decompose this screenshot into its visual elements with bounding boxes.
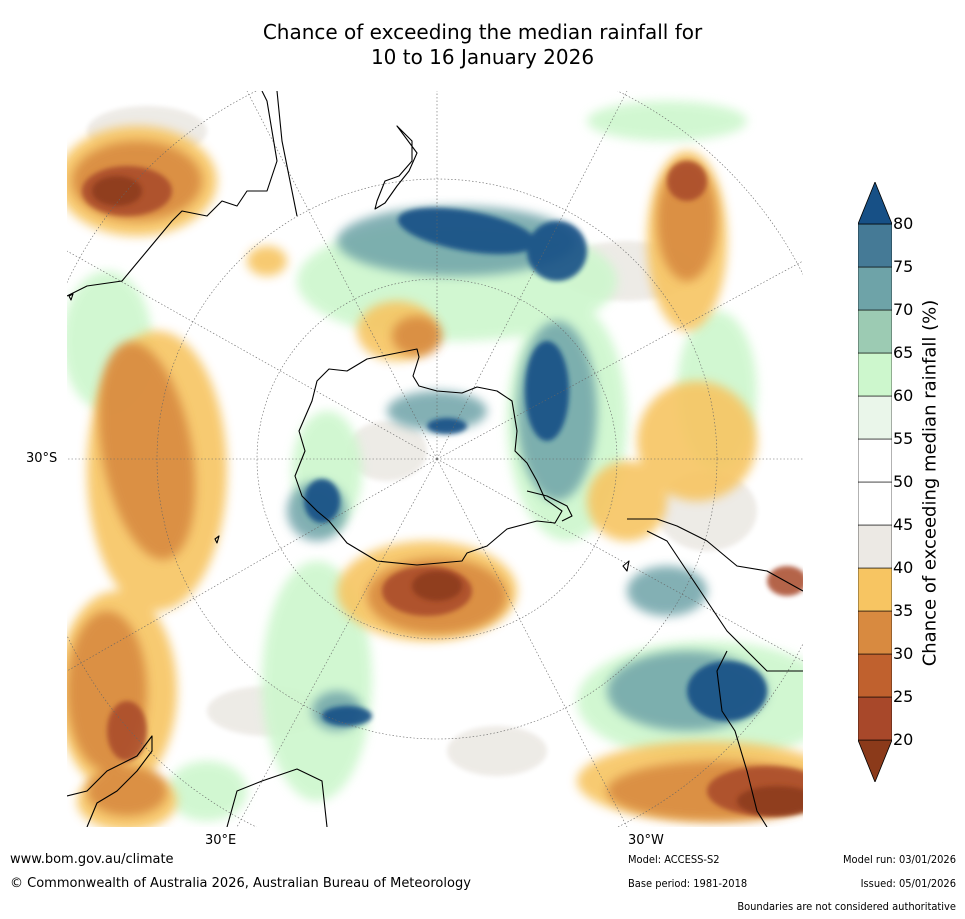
rainfall-map xyxy=(67,91,803,827)
falklands xyxy=(622,560,630,572)
colorbar-tick-label: 45 xyxy=(893,515,914,534)
colorbar-block xyxy=(858,696,892,741)
colorbar-block xyxy=(858,524,892,569)
colorbar-extend-high xyxy=(858,182,892,225)
colorbar-extend-low xyxy=(858,739,892,782)
colorbar-tick-label: 30 xyxy=(893,644,914,663)
lat-label-30s: 30°S xyxy=(26,451,58,466)
colorbar-tick-label: 35 xyxy=(893,601,914,620)
lon-label-30w: 30°W xyxy=(628,833,664,848)
colorbar-block xyxy=(858,610,892,655)
colorbar xyxy=(858,182,892,782)
colorbar-title: Chance of exceeding median rainfall (%) xyxy=(919,299,941,667)
footer-disclaimer: Boundaries are not considered authoritat… xyxy=(737,900,956,913)
australia-coastline xyxy=(67,91,298,297)
colorbar-block xyxy=(858,395,892,440)
colorbar-block xyxy=(858,438,892,483)
lon-label-30e: 30°E xyxy=(205,833,237,848)
colorbar-tick-label: 25 xyxy=(893,687,914,706)
colorbar-tick-label: 40 xyxy=(893,558,914,577)
colorbar-tick-label: 50 xyxy=(893,472,914,491)
colorbar-block xyxy=(858,223,892,268)
colorbar-block xyxy=(858,653,892,698)
footer-model-run: Model run: 03/01/2026 xyxy=(843,853,956,866)
footer-url[interactable]: www.bom.gov.au/climate xyxy=(10,852,174,867)
coastlines xyxy=(67,91,803,827)
kerguelen xyxy=(214,535,220,544)
graticule xyxy=(67,91,803,827)
footer-base-period: Base period: 1981-2018 xyxy=(628,877,748,890)
dark-blue-regions xyxy=(304,207,767,726)
title-line-2: 10 to 16 January 2026 xyxy=(370,45,595,69)
colorbar-block xyxy=(858,567,892,612)
colorbar-block xyxy=(858,309,892,354)
colorbar-tick-label: 70 xyxy=(893,300,914,319)
marion xyxy=(68,293,74,301)
footer-model: Model: ACCESS-S2 xyxy=(628,853,720,866)
map-title: Chance of exceeding the median rainfall … xyxy=(0,20,965,70)
new-zealand-coastline xyxy=(374,125,418,210)
dark-brown-regions xyxy=(92,176,803,816)
peninsula-coastline xyxy=(526,490,573,522)
footer-copyright: © Commonwealth of Australia 2026, Austra… xyxy=(10,876,471,891)
antarctica-coastline xyxy=(294,348,563,566)
colorbar-tick-label: 80 xyxy=(893,214,914,233)
africa-coastline xyxy=(67,735,328,827)
colorbar-tick-label: 20 xyxy=(893,730,914,749)
colorbar-tick-label: 75 xyxy=(893,257,914,276)
colorbar-tick-label: 60 xyxy=(893,386,914,405)
colorbar-tick-label: 65 xyxy=(893,343,914,362)
colorbar-block xyxy=(858,266,892,311)
colorbar-tick-label: 55 xyxy=(893,429,914,448)
colorbar-block xyxy=(858,352,892,397)
footer-issued: Issued: 05/01/2026 xyxy=(860,877,956,890)
south-america-coastline xyxy=(627,518,803,827)
title-line-1: Chance of exceeding the median rainfall … xyxy=(262,20,703,44)
colorbar-block xyxy=(858,481,892,526)
